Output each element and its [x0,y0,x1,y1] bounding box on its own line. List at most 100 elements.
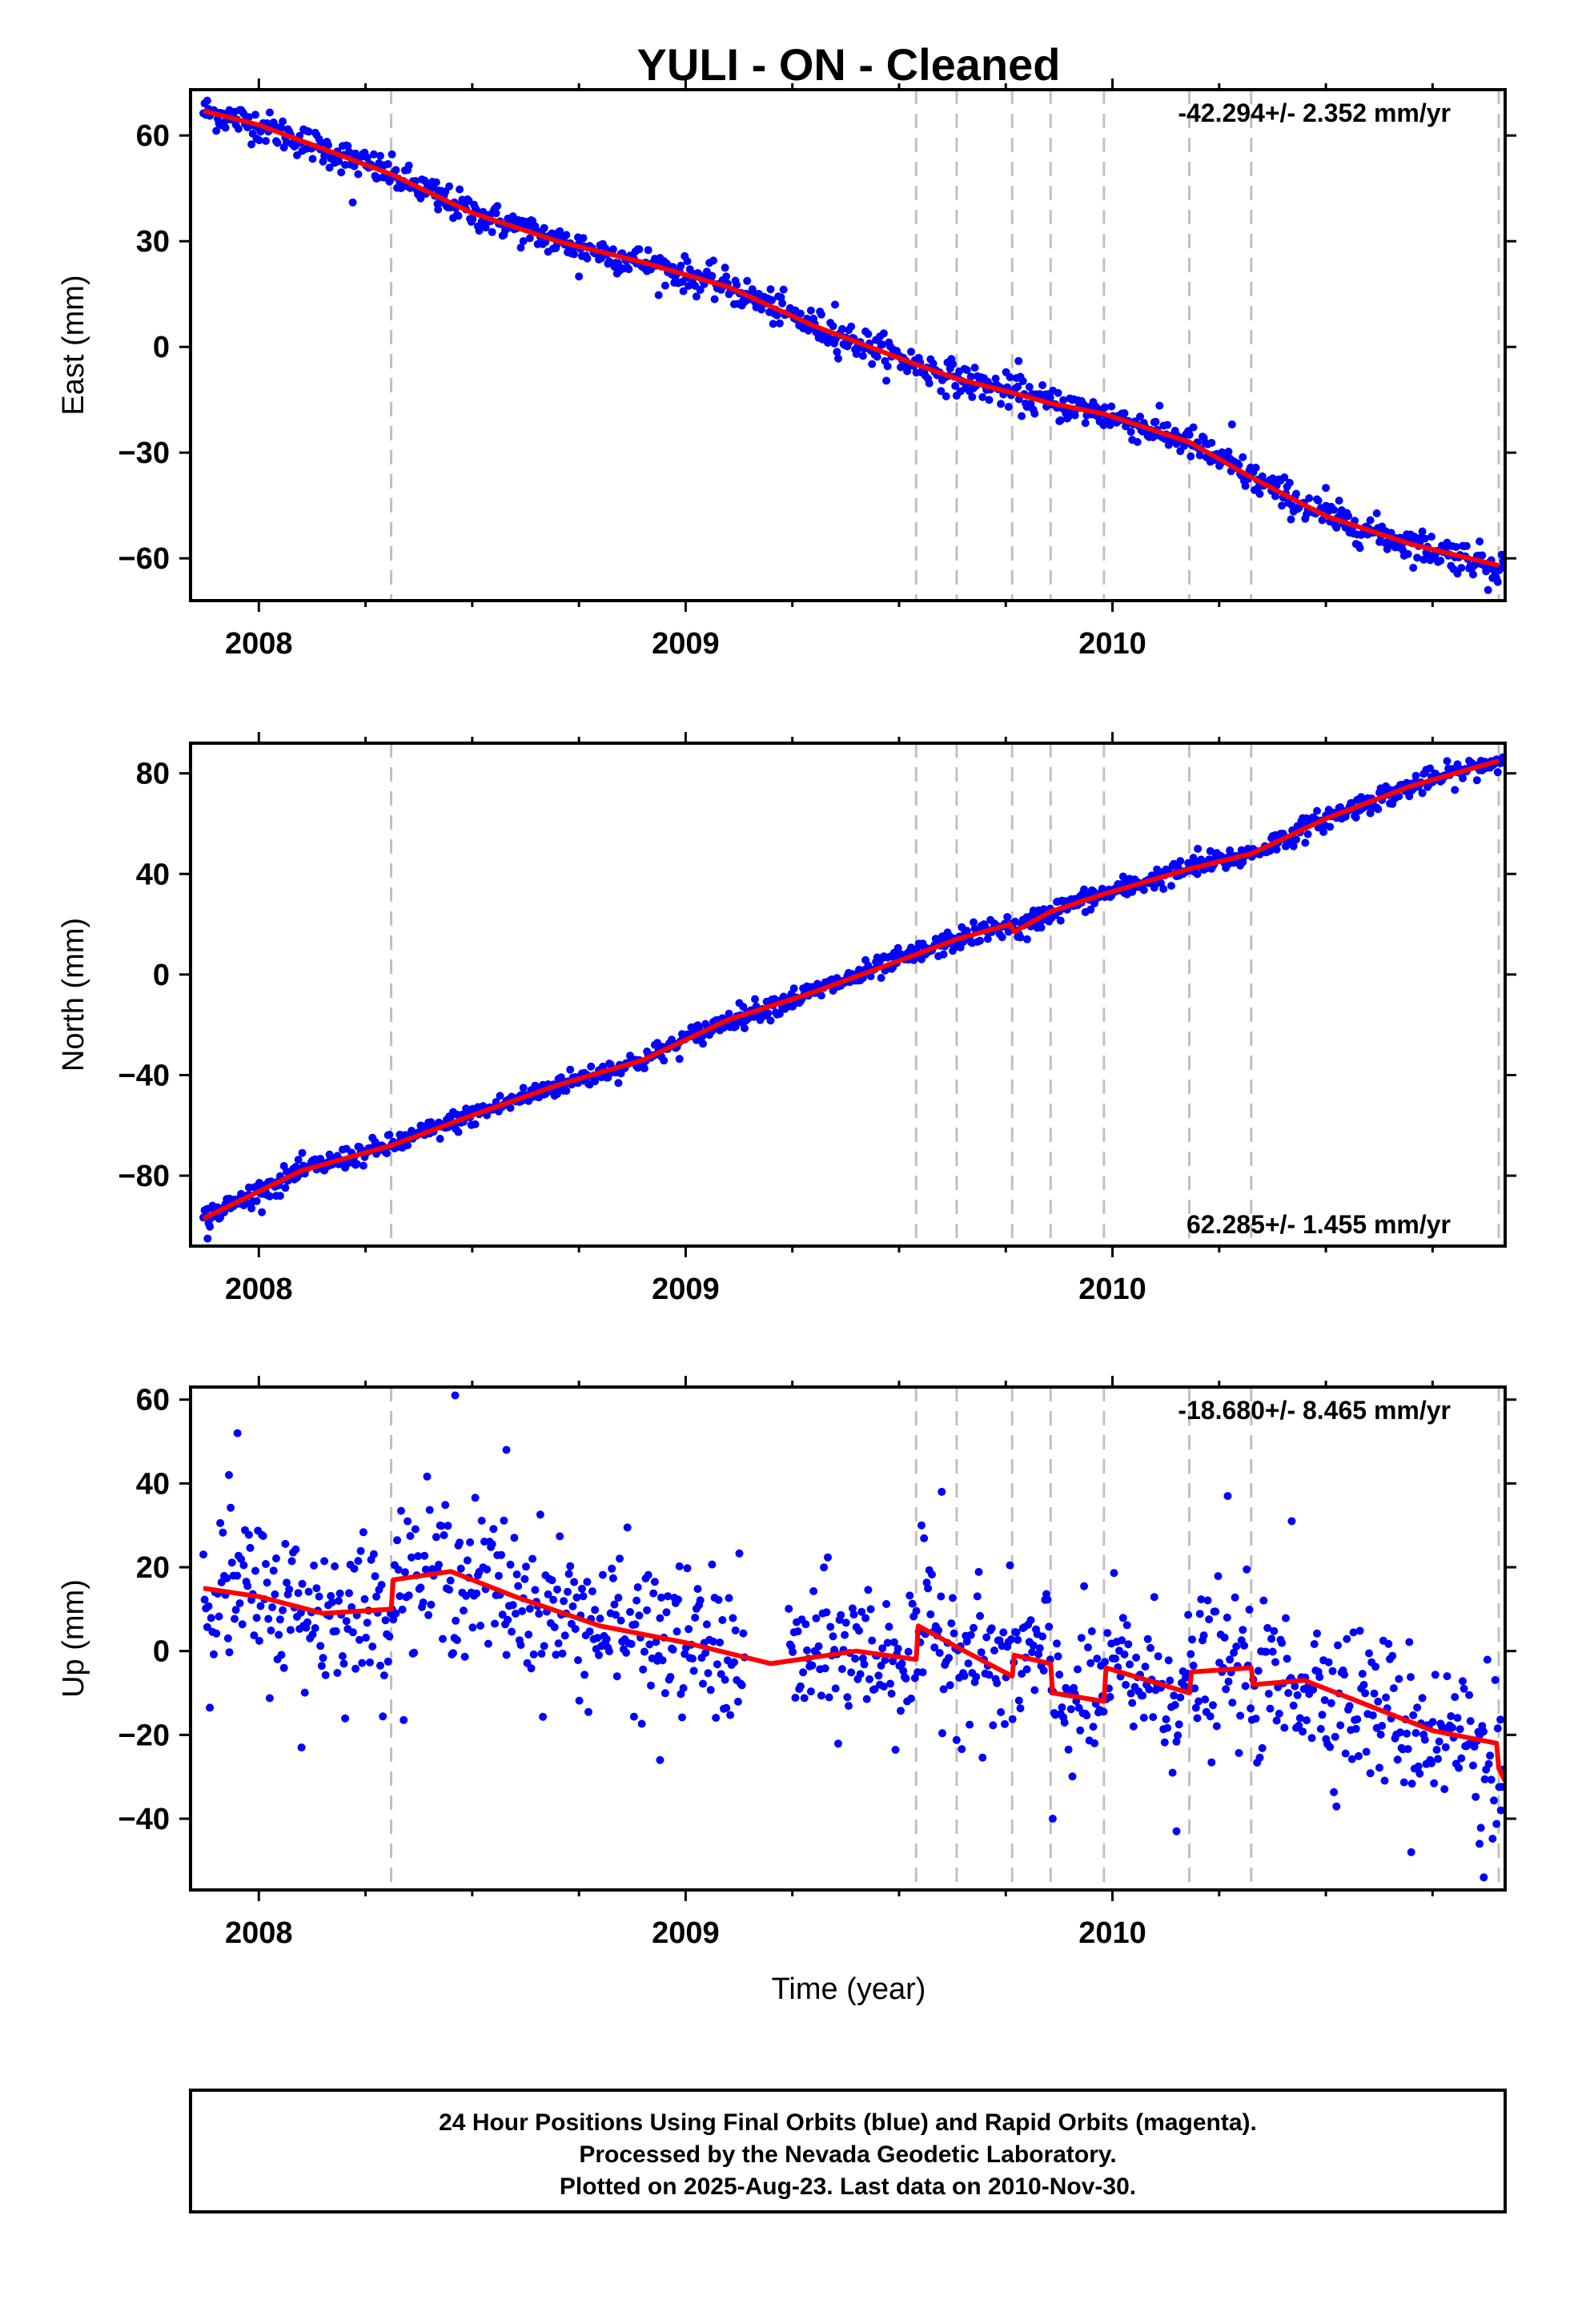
east-point [1271,492,1279,501]
up-point [935,1649,944,1657]
up-point [1362,1747,1371,1756]
up-point [725,1594,733,1602]
up-point [524,1630,533,1639]
north-point [983,935,992,943]
up-point [520,1574,529,1583]
up-point [333,1669,342,1677]
up-point [558,1649,567,1658]
north-point [1139,886,1148,895]
up-point [1434,1755,1443,1763]
up-point [1226,1655,1235,1664]
north-point [998,933,1006,942]
up-point [1289,1701,1298,1710]
up-y-tick-label: 60 [136,1384,170,1417]
up-point [1205,1615,1214,1624]
east-point [778,299,787,308]
up-point [265,1694,274,1703]
up-point [255,1636,263,1645]
up-point [506,1560,515,1569]
east-point [1195,451,1204,460]
up-point [799,1668,808,1677]
up-point [1332,1802,1341,1811]
up-point [1077,1634,1086,1642]
up-point [1212,1722,1221,1731]
up-point [1388,1651,1397,1660]
east-fit-line [203,108,1500,568]
up-point [1315,1673,1324,1682]
up-point [377,1581,386,1589]
up-point [1197,1595,1206,1604]
up-point [1232,1642,1241,1651]
east-point [743,276,752,285]
up-point [712,1714,721,1722]
up-point [855,1626,863,1635]
up-point [812,1614,821,1622]
up-point [1361,1689,1370,1698]
up-point [962,1637,971,1646]
up-point [1099,1707,1108,1716]
up-point [264,1614,273,1623]
up-point [1195,1610,1204,1618]
up-point [926,1610,935,1618]
east-point [404,161,413,170]
up-point [1318,1711,1327,1719]
up-point [317,1662,326,1671]
up-point [1328,1667,1337,1675]
up-point [1034,1650,1043,1659]
north-point [1395,792,1403,801]
east-point [251,111,259,119]
east-point [456,185,464,194]
up-point [626,1607,634,1616]
up-point [339,1659,348,1668]
up-point [1399,1778,1408,1787]
north-point [877,974,885,983]
up-point [1101,1658,1110,1667]
north-point [436,1135,444,1143]
up-point [679,1684,688,1692]
east-point [1106,420,1114,429]
east-point [519,237,528,246]
east-point [968,392,977,401]
up-point [1307,1734,1316,1743]
up-point [874,1671,883,1680]
up-point [1366,1769,1375,1778]
up-point [612,1610,620,1619]
up-point [674,1595,683,1604]
east-point [766,285,775,294]
east-point [806,306,815,315]
up-point [281,1539,290,1548]
up-point [1382,1693,1391,1702]
east-point [1332,523,1341,532]
up-point [1141,1663,1150,1671]
up-point [1170,1691,1178,1700]
up-point [549,1595,558,1604]
up-point [924,1584,933,1593]
north-point [258,1208,267,1216]
up-point [420,1551,429,1560]
north-point [1016,933,1025,942]
up-point [231,1606,240,1614]
north-point [1301,838,1310,847]
east-point [605,257,613,266]
up-point [1243,1565,1251,1574]
east-point [985,396,994,404]
east-point [769,320,777,328]
north-point [1411,771,1420,780]
up-point [958,1745,966,1754]
chart-title: YULI - ON - Cleaned [637,39,1061,90]
east-point [661,281,669,290]
east-point [817,310,825,319]
up-point [1220,1633,1229,1642]
up-point [985,1671,994,1679]
up-point [644,1570,652,1579]
up-point [1195,1697,1203,1706]
up-point [231,1614,239,1623]
up-point [952,1735,961,1744]
up-point [693,1585,702,1594]
up-point [1376,1731,1385,1739]
up-point [1492,1819,1501,1828]
up-point [1089,1723,1098,1731]
up-point [964,1659,973,1668]
up-point [614,1594,623,1602]
up-point [1313,1629,1321,1638]
